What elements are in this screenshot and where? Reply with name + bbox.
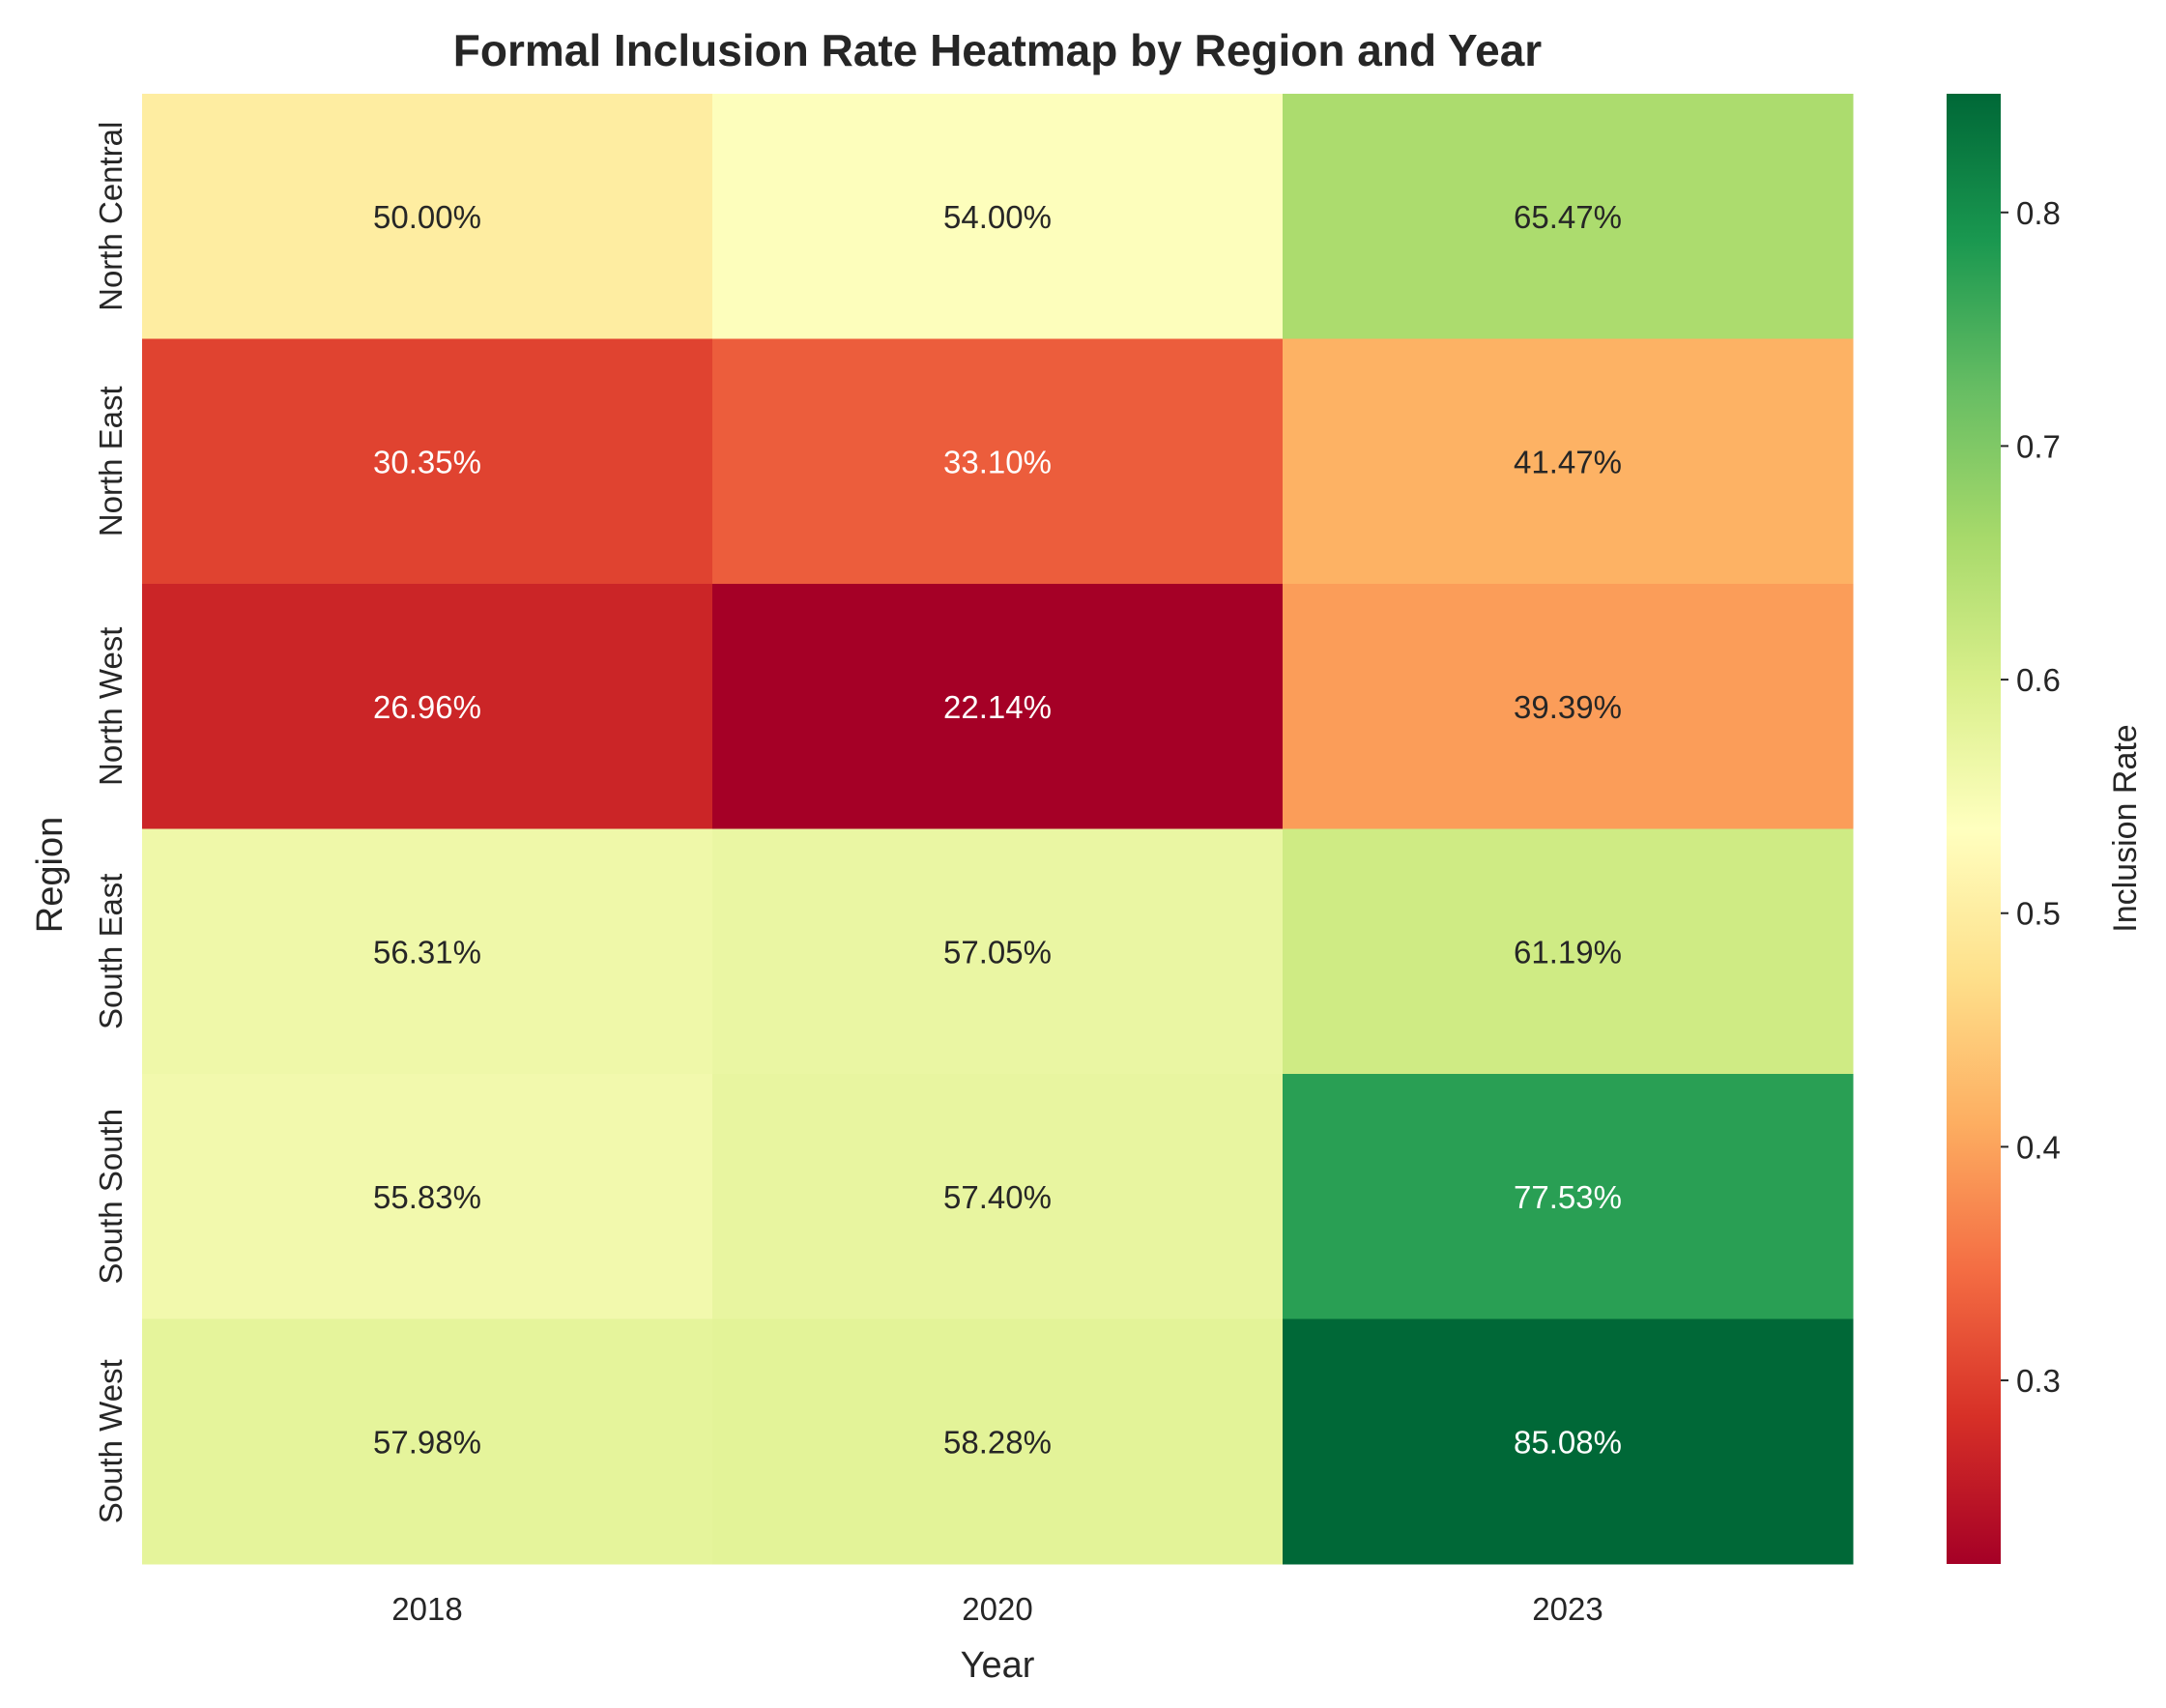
cell-value-label: 58.28%: [943, 1424, 1052, 1460]
cell-value-label: 22.14%: [943, 689, 1052, 725]
chart-title: Formal Inclusion Rate Heatmap by Region …: [453, 25, 1543, 75]
y-tick-label: North East: [93, 386, 129, 536]
heatmap-cell: [142, 828, 713, 1075]
cell-value-label: 61.19%: [1514, 934, 1622, 970]
heatmap-cells: 50.00% 54.00% 65.47% 30.35% 33.10% 41.47% 26.9…: [142, 94, 1854, 1565]
heatmap-cell: [1283, 338, 1854, 585]
cell-value-label: 33.10%: [943, 444, 1052, 479]
cell-value-label: 41.47%: [1514, 444, 1622, 479]
cell-value-label: 39.39%: [1514, 689, 1622, 725]
cell-value-label: 55.83%: [373, 1179, 481, 1215]
cell-value-label: 57.98%: [373, 1424, 481, 1460]
y-tick-label: South East: [93, 874, 129, 1029]
colorbar-ticks: 0.3 0.4 0.5 0.6 0.7 0.8: [2001, 195, 2061, 1399]
y-tick-label: South West: [93, 1359, 129, 1523]
x-axis-label: Year: [961, 1645, 1035, 1686]
heatmap-cell: [712, 1318, 1284, 1565]
colorbar-tick-label: 0.7: [2016, 428, 2061, 464]
colorbar-label: Inclusion Rate: [2107, 724, 2144, 932]
cell-value-label: 57.05%: [943, 934, 1052, 970]
colorbar-tick-label: 0.3: [2016, 1363, 2061, 1399]
heatmap-cell: [1283, 1318, 1854, 1565]
colorbar-tick-label: 0.8: [2016, 195, 2061, 231]
heatmap-cell: [712, 584, 1284, 829]
x-tick-label: 2023: [1532, 1591, 1603, 1627]
x-tick-label: 2020: [962, 1591, 1032, 1627]
colorbar-tick-label: 0.5: [2016, 896, 2061, 932]
heatmap-cell: [712, 94, 1284, 339]
heatmap-cell: [712, 828, 1284, 1075]
heatmap-cell: [712, 1074, 1284, 1319]
heatmap-cell: [142, 1318, 713, 1565]
y-tick-label: North West: [93, 627, 129, 786]
y-tick-label: North Central: [93, 122, 129, 311]
cell-value-label: 85.08%: [1514, 1424, 1622, 1460]
heatmap-cell: [1283, 828, 1854, 1075]
cell-value-label: 54.00%: [943, 199, 1052, 235]
cell-value-label: 65.47%: [1514, 199, 1622, 235]
cell-value-label: 77.53%: [1514, 1179, 1622, 1215]
colorbar-tick-label: 0.4: [2016, 1129, 2061, 1165]
colorbar: [1947, 94, 2001, 1564]
heatmap-cell: [142, 338, 713, 585]
x-tick-label: 2018: [391, 1591, 462, 1627]
heatmap-cell: [712, 338, 1284, 585]
y-axis-ticks: North Central North East North West South E…: [93, 122, 129, 1524]
heatmap-cell: [1283, 584, 1854, 829]
cell-value-label: 57.40%: [943, 1179, 1052, 1215]
y-tick-label: South South: [93, 1109, 129, 1285]
heatmap-cell: [142, 584, 713, 829]
cell-value-label: 26.96%: [373, 689, 481, 725]
heatmap-cell: [1283, 1074, 1854, 1319]
x-axis-ticks: 2018 2020 2023: [391, 1591, 1603, 1627]
y-axis-label: Region: [30, 817, 71, 933]
colorbar-tick-label: 0.6: [2016, 662, 2061, 698]
cell-value-label: 30.35%: [373, 444, 481, 479]
heatmap-cell: [142, 1074, 713, 1319]
cell-value-label: 56.31%: [373, 934, 481, 970]
heatmap-cell: [1283, 94, 1854, 339]
heatmap-cell: [142, 94, 713, 339]
cell-value-label: 50.00%: [373, 199, 481, 235]
